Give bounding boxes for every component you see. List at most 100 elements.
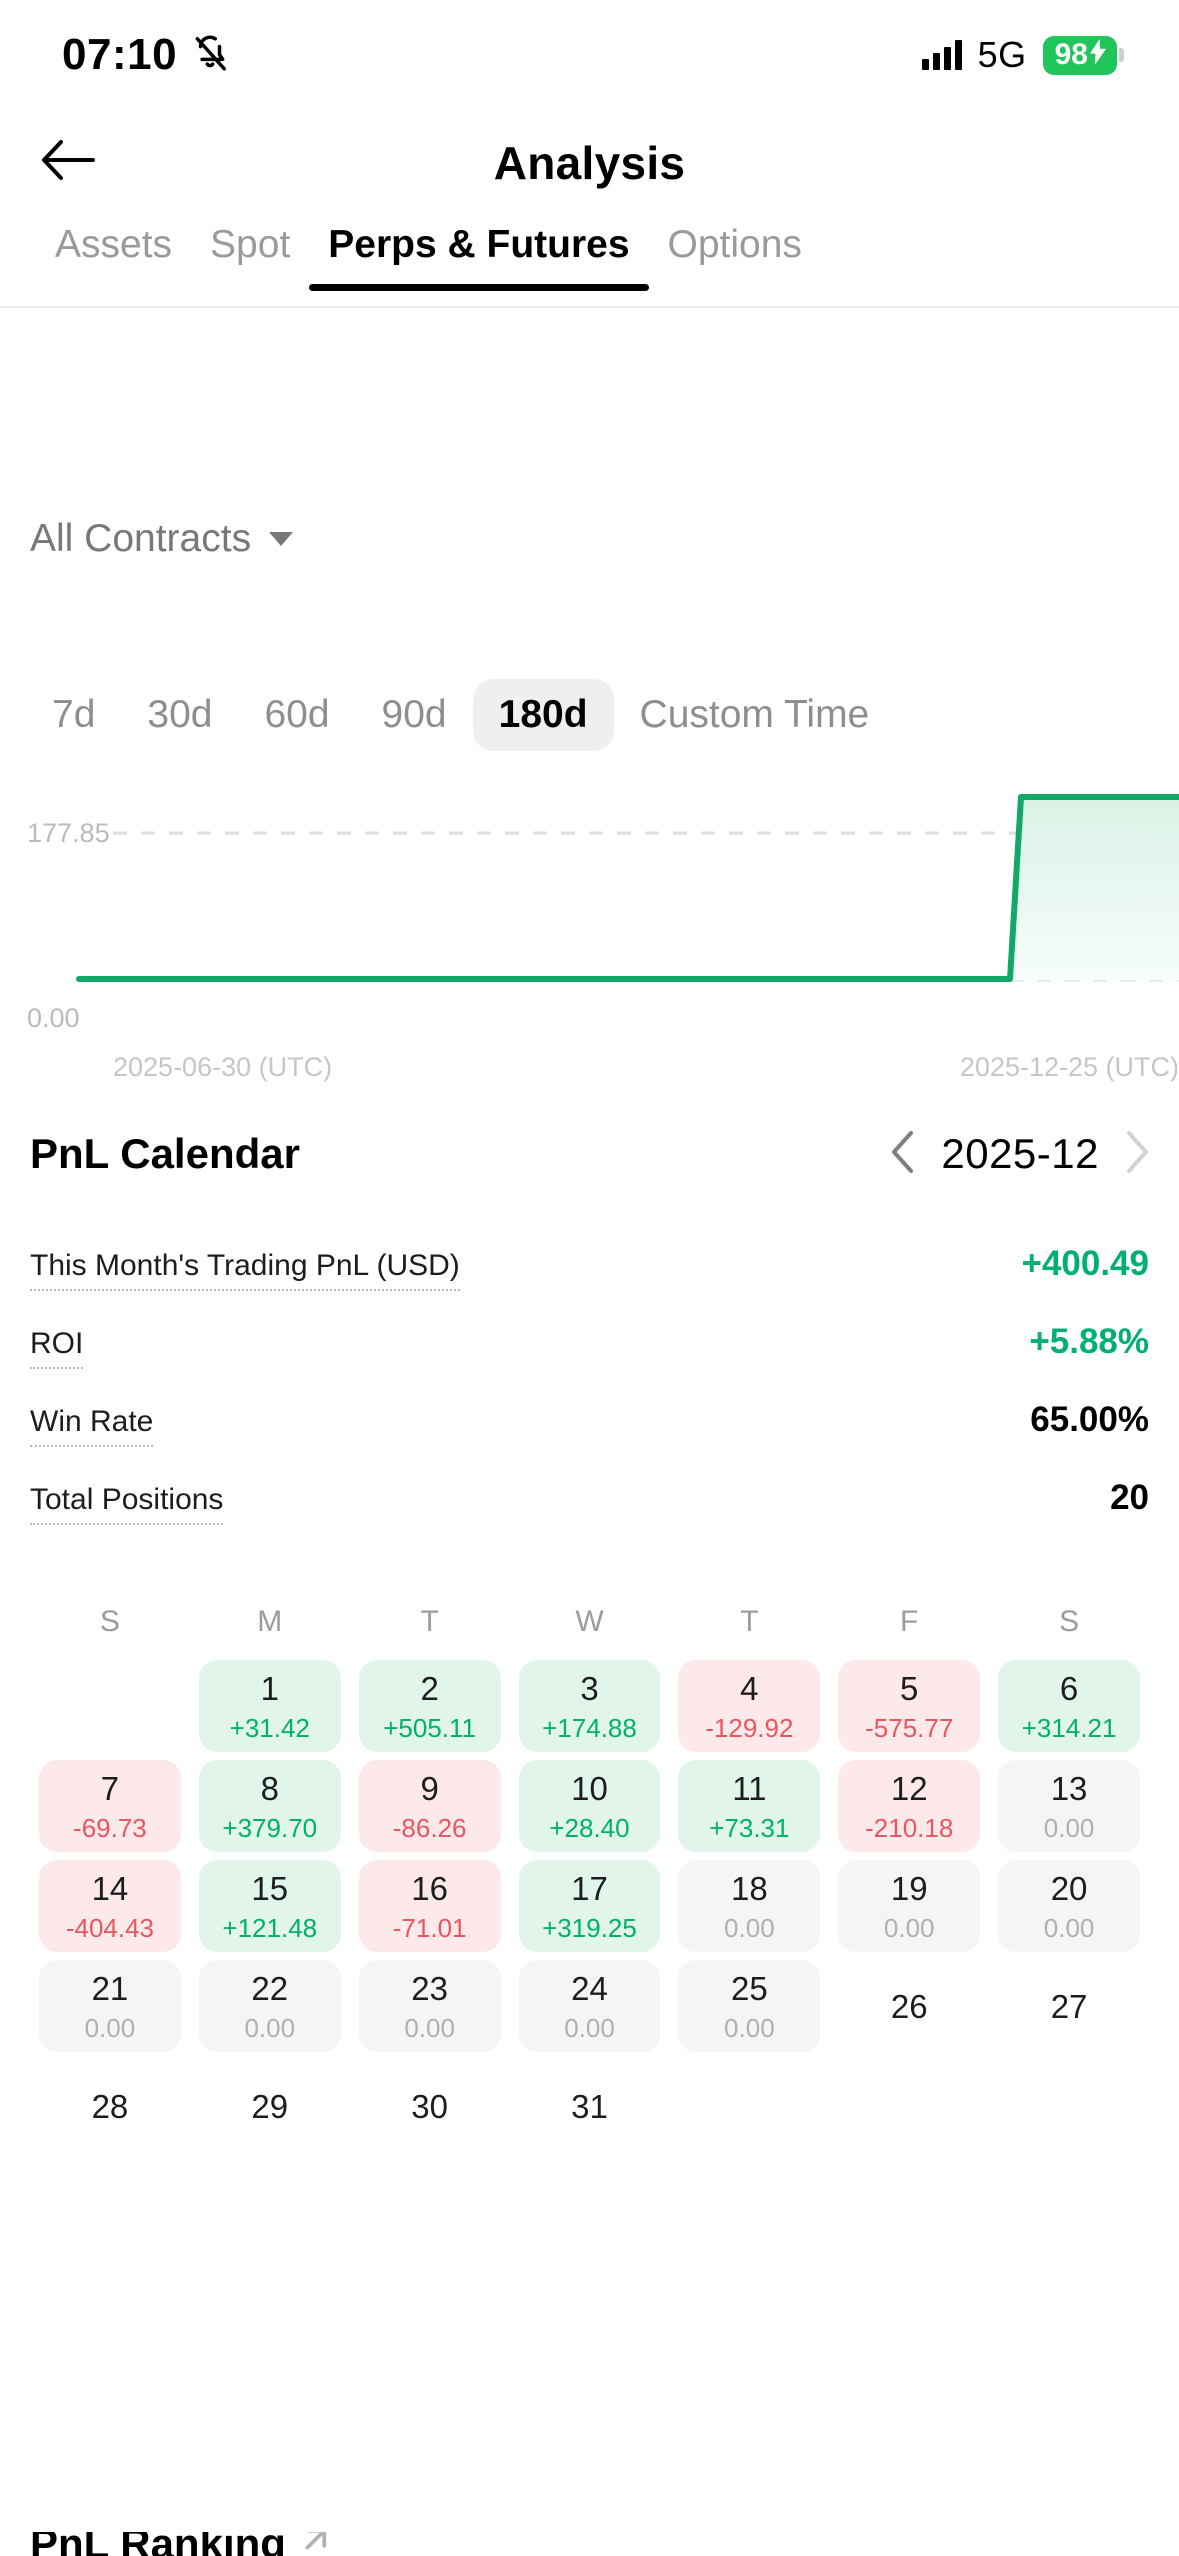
calendar-day-pnl: 0.00 — [724, 1912, 775, 1943]
stat-label-trading-pnl[interactable]: This Month's Trading PnL (USD) — [30, 1249, 460, 1291]
calendar-day-12[interactable]: 12 -210.18 — [838, 1760, 981, 1852]
calendar-day-empty — [998, 2060, 1140, 2152]
pnl-ranking-section-header[interactable]: PnL Ranking — [30, 2532, 328, 2556]
calendar-day-2[interactable]: 2 +505.11 — [358, 1660, 501, 1752]
weekday-sat: S — [1059, 1605, 1080, 1638]
calendar-day-13[interactable]: 13 0.00 — [998, 1760, 1140, 1852]
tab-spot[interactable]: Spot — [210, 223, 291, 266]
calendar-day-15[interactable]: 15 +121.48 — [198, 1860, 341, 1952]
calendar-day-pnl: 0.00 — [1043, 1812, 1095, 1843]
calendar-day-1[interactable]: 1 +31.42 — [198, 1660, 341, 1752]
monthly-stats: This Month's Trading PnL (USD) +400.49 R… — [0, 1244, 1179, 1556]
period-selector: 7d 30d 60d 90d 180d Custom Time — [0, 672, 1179, 758]
calendar-day-empty — [39, 1660, 181, 1752]
calendar-day-5[interactable]: 5 -575.77 — [838, 1660, 981, 1752]
calendar-day-number: 19 — [890, 1869, 928, 1907]
calendar-day-25[interactable]: 25 0.00 — [678, 1960, 821, 2052]
calendar-day-number: 20 — [1050, 1869, 1088, 1907]
calendar-day-8[interactable]: 8 +379.70 — [198, 1760, 341, 1852]
stat-row-total-positions: Total Positions 20 — [30, 1478, 1149, 1525]
period-chip-180d[interactable]: 180d — [472, 679, 614, 751]
tab-perps-futures[interactable]: Perps & Futures — [309, 215, 649, 291]
calendar-day-number: 30 — [411, 2087, 448, 2125]
calendar-day-number: 14 — [91, 1869, 129, 1907]
calendar-day-number: 4 — [740, 1669, 759, 1707]
period-chip-60d[interactable]: 60d — [264, 693, 330, 736]
chevron-left-icon[interactable] — [891, 1130, 915, 1178]
pnl-ranking-title: PnL Ranking — [30, 2532, 286, 2556]
tab-assets[interactable]: Assets — [55, 223, 173, 266]
tab-options[interactable]: Options — [667, 223, 802, 266]
stat-value-win-rate: 65.00% — [1030, 1400, 1149, 1439]
calendar-day-empty — [678, 2060, 820, 2152]
calendar-day-empty — [838, 2060, 980, 2152]
calendar-day-number: 1 — [260, 1669, 279, 1707]
network-type-label: 5G — [977, 34, 1027, 75]
calendar-day-21[interactable]: 21 0.00 — [39, 1960, 181, 2052]
weekday-thu: T — [740, 1605, 759, 1638]
calendar-day-27[interactable]: 27 — [998, 1960, 1140, 2052]
status-bar-right: 5G 98 — [921, 34, 1125, 76]
calendar-day-pnl: +28.40 — [549, 1812, 630, 1843]
calendar-day-3[interactable]: 3 +174.88 — [518, 1660, 661, 1752]
period-chip-90d[interactable]: 90d — [381, 693, 447, 736]
calendar-day-30[interactable]: 30 — [359, 2060, 501, 2152]
period-chip-custom-time[interactable]: Custom Time — [639, 693, 870, 736]
calendar-day-number: 16 — [411, 1869, 448, 1907]
calendar-day-number: 29 — [251, 2087, 289, 2125]
status-bar: 07:10 5G 98 — [0, 0, 1179, 110]
calendar-day-number: 12 — [890, 1769, 928, 1807]
calendar-day-number: 11 — [732, 1769, 767, 1807]
chevron-right-icon[interactable] — [1125, 1130, 1149, 1178]
weekday-mon: M — [257, 1605, 283, 1638]
pnl-chart[interactable]: 177.85 0.00 2025-06-30 (UTC) 2025-12-25 … — [0, 775, 1179, 1082]
month-navigator: 2025-12 — [891, 1130, 1149, 1178]
calendar-day-4[interactable]: 4 -129.92 — [678, 1660, 821, 1752]
calendar-day-22[interactable]: 22 0.00 — [198, 1960, 341, 2052]
calendar-day-19[interactable]: 19 0.00 — [838, 1860, 981, 1952]
chart-x-tick-end: 2025-12-25 (UTC) — [959, 1052, 1179, 1082]
calendar-day-pnl: +319.25 — [542, 1912, 637, 1943]
calendar-day-11[interactable]: 11 +73.31 — [678, 1760, 821, 1852]
calendar-day-10[interactable]: 10 +28.40 — [518, 1760, 661, 1852]
bell-off-icon — [191, 33, 229, 78]
calendar-day-pnl: 0.00 — [244, 2012, 296, 2043]
period-chip-30d[interactable]: 30d — [147, 693, 213, 736]
pnl-line — [76, 794, 1179, 982]
calendar-day-number: 31 — [571, 2087, 608, 2125]
stat-value-total-positions: 20 — [1110, 1478, 1149, 1517]
calendar-day-7[interactable]: 7 -69.73 — [39, 1760, 181, 1852]
calendar-day-16[interactable]: 16 -71.01 — [358, 1860, 501, 1952]
calendar-day-pnl: +379.70 — [222, 1812, 318, 1843]
calendar-day-pnl: 0.00 — [84, 2012, 136, 2043]
calendar-day-26[interactable]: 26 — [838, 1960, 980, 2052]
stat-label-win-rate[interactable]: Win Rate — [30, 1405, 154, 1447]
calendar-day-17[interactable]: 17 +319.25 — [518, 1860, 661, 1952]
calendar-day-18[interactable]: 18 0.00 — [678, 1860, 821, 1952]
calendar-day-28[interactable]: 28 — [39, 2060, 181, 2152]
period-chip-7d[interactable]: 7d — [52, 693, 96, 736]
weekday-sun: S — [99, 1605, 120, 1638]
calendar-day-29[interactable]: 29 — [199, 2060, 341, 2152]
calendar-day-pnl: +31.42 — [229, 1712, 310, 1743]
chart-x-tick-start: 2025-06-30 (UTC) — [113, 1052, 333, 1082]
back-button[interactable] — [28, 123, 108, 203]
calendar-day-pnl: 0.00 — [404, 2012, 455, 2043]
calendar-day-24[interactable]: 24 0.00 — [518, 1960, 661, 2052]
calendar-day-pnl: -129.92 — [705, 1712, 794, 1743]
pnl-calendar-title: PnL Calendar — [30, 1130, 300, 1177]
calendar-day-31[interactable]: 31 — [519, 2060, 661, 2152]
chevron-down-icon — [269, 532, 294, 546]
contract-filter-dropdown[interactable]: All Contracts — [30, 517, 294, 561]
stat-label-roi[interactable]: ROI — [30, 1327, 84, 1369]
calendar-day-number: 26 — [890, 1987, 928, 2025]
calendar-day-pnl: -210.18 — [865, 1812, 954, 1843]
calendar-day-14[interactable]: 14 -404.43 — [39, 1860, 181, 1952]
contract-filter-label: All Contracts — [30, 517, 252, 560]
calendar-day-23[interactable]: 23 0.00 — [358, 1960, 501, 2052]
calendar-day-pnl: -71.01 — [392, 1912, 467, 1943]
calendar-day-20[interactable]: 20 0.00 — [998, 1860, 1140, 1952]
calendar-day-9[interactable]: 9 -86.26 — [358, 1760, 501, 1852]
stat-label-total-positions[interactable]: Total Positions — [30, 1483, 224, 1525]
calendar-day-6[interactable]: 6 +314.21 — [998, 1660, 1140, 1752]
